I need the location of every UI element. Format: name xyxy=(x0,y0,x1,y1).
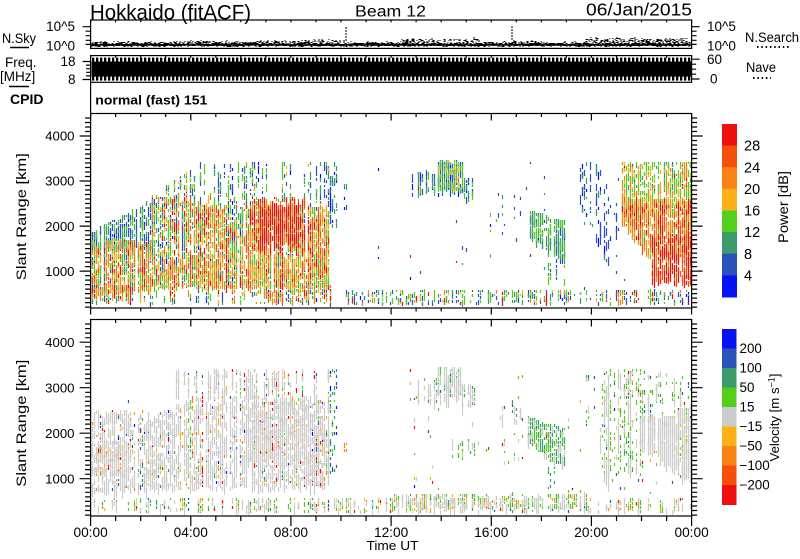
svg-text:06/Jan/2015: 06/Jan/2015 xyxy=(586,0,692,20)
svg-text:3000: 3000 xyxy=(45,174,74,189)
svg-text:1000: 1000 xyxy=(45,264,74,279)
svg-text:−15: −15 xyxy=(740,419,763,434)
svg-text:4000: 4000 xyxy=(45,335,74,350)
svg-text:00:00: 00:00 xyxy=(73,525,108,540)
svg-text:Power [dB]: Power [dB] xyxy=(775,171,791,243)
svg-text:12: 12 xyxy=(744,225,760,241)
svg-text:−50: −50 xyxy=(740,439,763,454)
svg-text:N.Sky: N.Sky xyxy=(2,31,36,46)
svg-text:normal (fast) 151: normal (fast) 151 xyxy=(95,93,207,108)
svg-text:Slant Range [km]: Slant Range [km] xyxy=(13,360,29,487)
svg-text:4: 4 xyxy=(744,268,752,284)
svg-text:10^0: 10^0 xyxy=(707,39,736,54)
svg-text:−100: −100 xyxy=(740,458,770,473)
svg-text:4000: 4000 xyxy=(45,129,74,144)
svg-text:Nave: Nave xyxy=(746,60,776,75)
svg-text:200: 200 xyxy=(740,341,762,356)
svg-text:Beam 12: Beam 12 xyxy=(355,4,426,21)
svg-text:10^5: 10^5 xyxy=(707,19,736,34)
svg-text:28: 28 xyxy=(744,139,760,155)
svg-text:[MHz]: [MHz] xyxy=(0,69,35,84)
svg-text:Time UT: Time UT xyxy=(367,538,419,553)
svg-text:60: 60 xyxy=(707,52,722,67)
svg-text:N.Search: N.Search xyxy=(745,30,799,45)
svg-text:100: 100 xyxy=(740,361,762,376)
svg-text:08:00: 08:00 xyxy=(274,525,309,540)
svg-text:20:00: 20:00 xyxy=(574,525,609,540)
svg-text:2000: 2000 xyxy=(45,426,74,441)
svg-text:10^5: 10^5 xyxy=(46,19,75,34)
svg-text:50: 50 xyxy=(740,380,755,395)
svg-text:00:00: 00:00 xyxy=(674,525,709,540)
svg-text:3000: 3000 xyxy=(45,380,74,395)
svg-text:Slant Range [km]: Slant Range [km] xyxy=(13,153,29,280)
svg-text:24: 24 xyxy=(744,160,760,176)
svg-text:CPID: CPID xyxy=(10,91,43,107)
svg-text:8: 8 xyxy=(68,72,76,87)
svg-text:16: 16 xyxy=(744,204,760,220)
svg-text:16:00: 16:00 xyxy=(474,525,509,540)
svg-text:−200: −200 xyxy=(740,478,770,493)
svg-text:Hokkaido (fitACF): Hokkaido (fitACF) xyxy=(90,2,251,25)
svg-text:2000: 2000 xyxy=(45,219,74,234)
svg-text:Velocity [m s−1]: Velocity [m s−1] xyxy=(767,374,783,462)
svg-text:0: 0 xyxy=(710,72,718,87)
svg-text:20: 20 xyxy=(744,182,760,198)
svg-text:10^0: 10^0 xyxy=(46,39,75,54)
svg-text:15: 15 xyxy=(740,400,755,415)
svg-text:Freq.: Freq. xyxy=(5,55,37,70)
svg-text:18: 18 xyxy=(60,54,75,69)
svg-text:8: 8 xyxy=(744,247,752,263)
svg-text:04:00: 04:00 xyxy=(174,525,209,540)
svg-text:12:00: 12:00 xyxy=(374,525,409,540)
svg-text:1000: 1000 xyxy=(45,471,74,486)
